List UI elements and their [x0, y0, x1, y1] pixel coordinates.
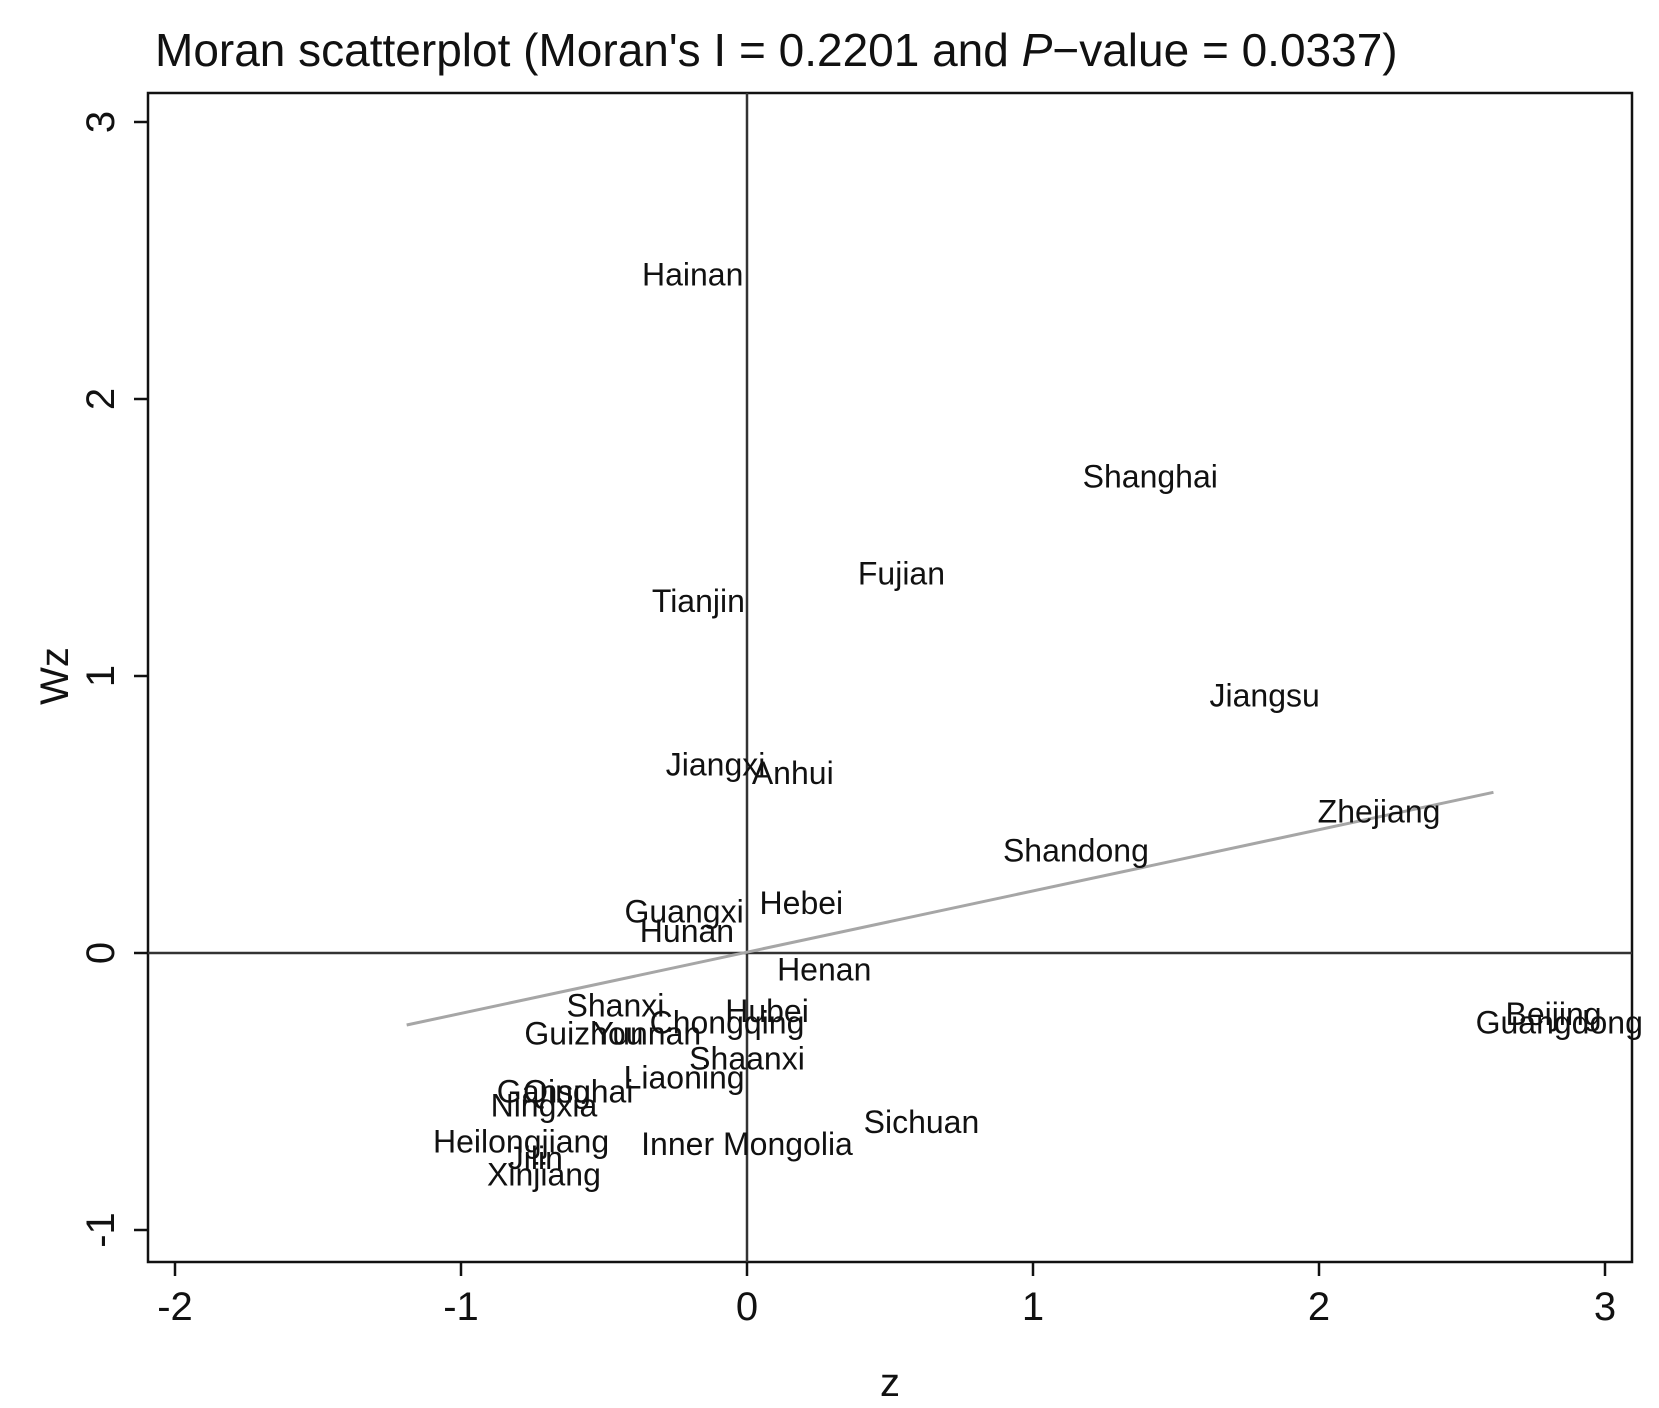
point-label: Qinghai [523, 1074, 633, 1110]
x-tick-label: 2 [1308, 1285, 1330, 1329]
point-label: Chongqing [650, 1004, 805, 1040]
regression-line [406, 790, 1494, 1027]
y-tick-label: 3 [79, 111, 123, 133]
point-label: Liaoning [624, 1060, 745, 1096]
point-label: Sichuan [864, 1104, 980, 1140]
point-label: Guangxi [624, 893, 743, 929]
point-label: Hubei [725, 993, 809, 1029]
point-label: Anhui [752, 755, 834, 791]
point-label: Henan [777, 952, 871, 988]
chart-title-suffix: −value = 0.0337) [1052, 24, 1397, 76]
point-label: Gansu [497, 1074, 591, 1110]
point-label: Shaanxi [689, 1040, 805, 1076]
x-tick-label: -2 [157, 1285, 193, 1329]
x-tick-label: 1 [1022, 1285, 1044, 1329]
point-label: Hunan [640, 913, 734, 949]
point-label: Jiangxi [666, 747, 766, 783]
point-label: Beijing [1505, 996, 1601, 1032]
point-label: Ningxia [491, 1087, 598, 1123]
y-tick-label: -1 [79, 1212, 123, 1248]
point-label: Guangdong [1476, 1004, 1643, 1040]
x-axis-label: z [880, 1361, 900, 1405]
plot-area: -2 -1 0 1 2 3 -1 0 1 2 3 Hainan Shanghai Fujian Tianji… [79, 91, 1643, 1329]
chart-title-p: P [1022, 24, 1053, 76]
point-label: Heilongjiang [433, 1123, 609, 1159]
point-label: Jiangsu [1210, 677, 1320, 713]
point-label: Xinjiang [487, 1157, 601, 1193]
point-label: Guizhou [524, 1015, 643, 1051]
point-label: Hainan [642, 256, 743, 292]
x-tick-label: 3 [1594, 1285, 1616, 1329]
y-tick-label: 2 [79, 388, 123, 410]
point-label: Hebei [760, 885, 844, 921]
y-tick-label: 1 [79, 665, 123, 687]
plot-frame [146, 91, 1634, 1264]
y-tick-label: 0 [79, 942, 123, 964]
point-label: Shandong [1003, 833, 1149, 869]
x-tick-label: -1 [443, 1285, 479, 1329]
point-label: Tianjin [652, 583, 745, 619]
x-tick-label: 0 [736, 1285, 758, 1329]
point-label: Fujian [858, 556, 945, 592]
chart-title: Moran scatterplot (Moran's I = 0.2201 an… [155, 24, 1398, 76]
point-label: Inner Mongolia [641, 1126, 853, 1162]
point-label: Shanxi [567, 988, 665, 1024]
chart-title-prefix: Moran scatterplot (Moran's I = 0.2201 an… [155, 24, 1022, 76]
point-label: Yunnan [593, 1015, 702, 1051]
y-axis-label: Wz [33, 647, 77, 705]
point-label: Shanghai [1083, 459, 1218, 495]
point-label: Zhejiang [1318, 794, 1441, 830]
point-label: Jilin [508, 1140, 563, 1176]
